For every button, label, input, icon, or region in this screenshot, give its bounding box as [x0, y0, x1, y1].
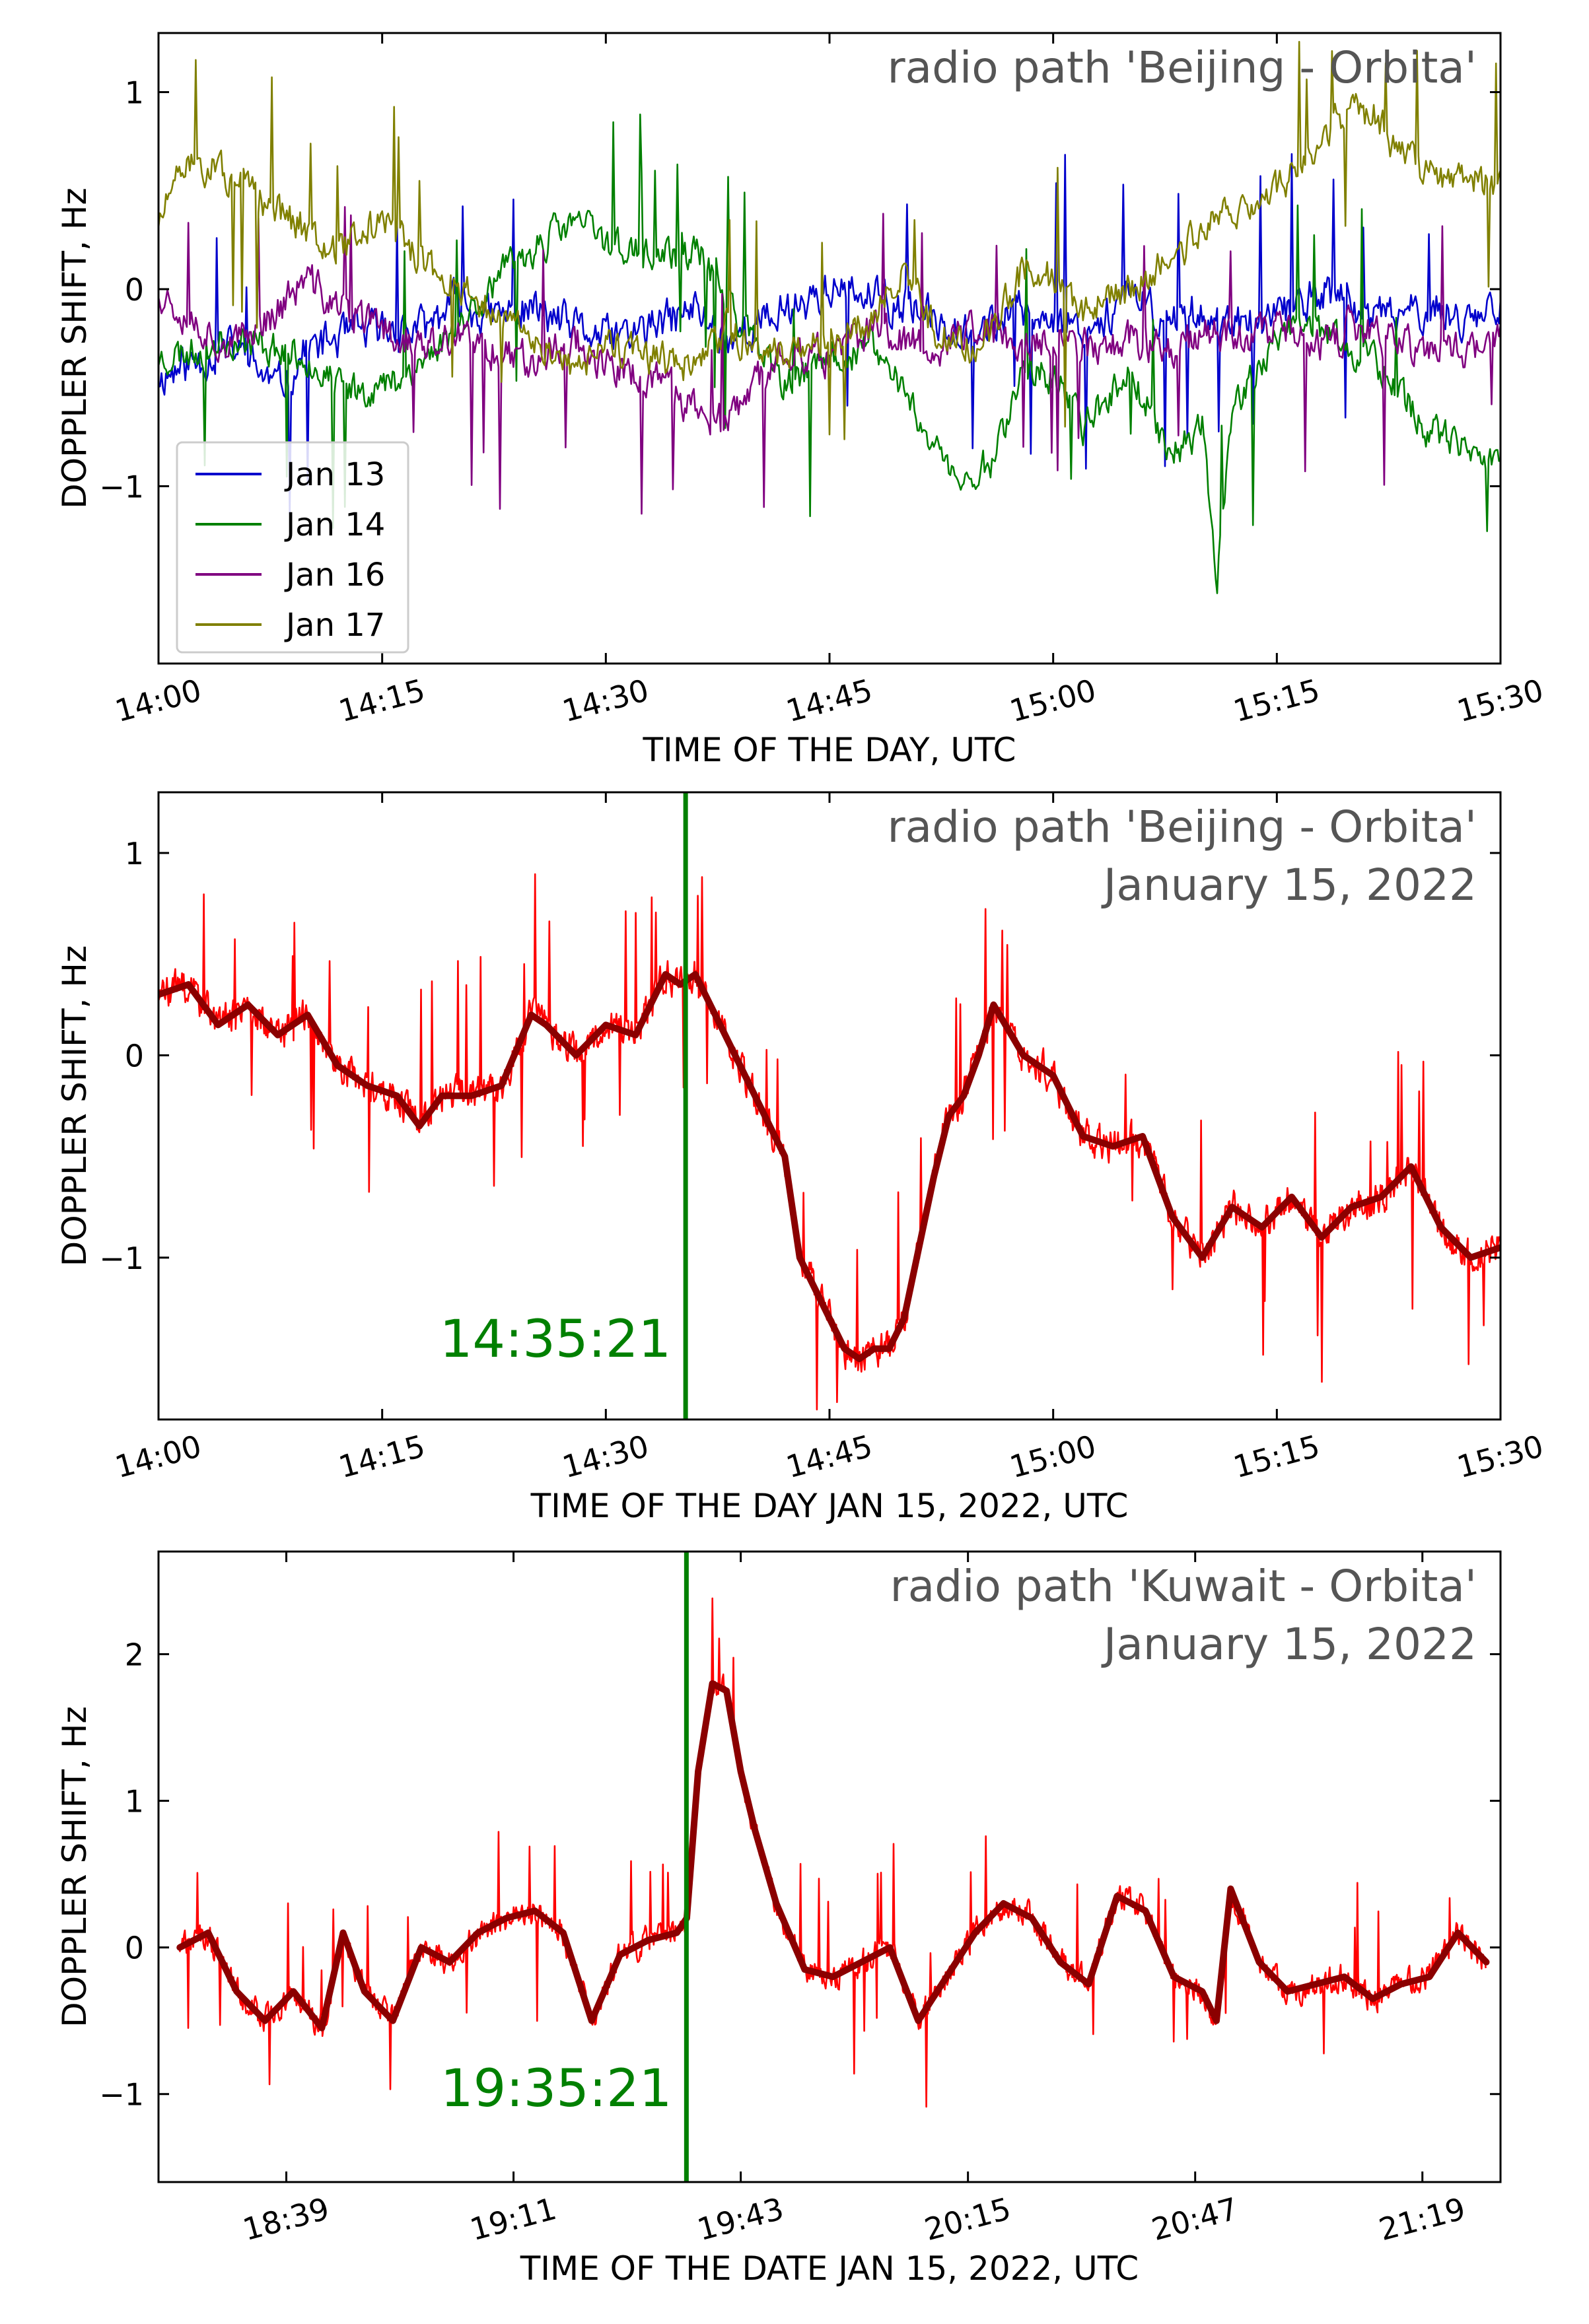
x-tick-label: 21:19 [1375, 2191, 1469, 2247]
x-tick-label: 14:45 [782, 672, 876, 729]
y-tick-label: 1 [125, 1784, 144, 1820]
y-tick-label: 2 [125, 1637, 144, 1672]
event-time-label: 14:35:21 [440, 1310, 671, 1369]
x-tick-label: 19:11 [466, 2191, 560, 2247]
x-tick-label: 14:30 [559, 672, 653, 729]
series-line-jan-13 [159, 153, 1501, 515]
raw-doppler-trace [179, 1597, 1487, 2108]
chart-title: radio path 'Kuwait - Orbita' [890, 1561, 1477, 1612]
legend-entry: Jan 17 [284, 607, 385, 644]
panel3: 19:35:21 −1 0 1 2 18:39 19:11 19:43 20:15 20:47 21… [55, 1550, 1502, 2288]
x-tick-label: 14:15 [335, 1428, 429, 1485]
chart-subtitle: January 15, 2022 [1101, 1619, 1477, 1670]
y-tick-label: 0 [125, 272, 144, 308]
chart-title: radio path 'Beijing - Orbita' [887, 802, 1477, 852]
y-axis-label: DOPPLER SHIFT, Hz [55, 945, 94, 1266]
axes-frame [157, 1550, 1502, 2183]
x-tick-label: 14:30 [559, 1428, 653, 1485]
raw-doppler-trace [159, 873, 1501, 1411]
y-axis-label: DOPPLER SHIFT, Hz [55, 1706, 94, 2027]
panel1: −1 0 1 14:00 14:15 14:30 14:45 15:00 15:15 15:30 T… [55, 32, 1547, 769]
x-tick-label: 20:47 [1148, 2191, 1242, 2247]
y-tick-label: −1 [99, 2077, 144, 2113]
x-tick-label: 15:15 [1230, 672, 1324, 729]
x-tick-label: 15:30 [1453, 672, 1547, 729]
x-axis-label: TIME OF THE DAY, UTC [643, 731, 1016, 769]
chart-subtitle: January 15, 2022 [1101, 860, 1477, 910]
y-tick-label: −1 [99, 1241, 144, 1276]
x-tick-label: 15:15 [1230, 1428, 1324, 1485]
y-tick-label: 1 [125, 836, 144, 872]
x-tick-label: 19:43 [693, 2191, 787, 2247]
plot-area [176, 1552, 1490, 2182]
x-tick-label: 18:39 [239, 2191, 333, 2247]
series-line-jan-16 [159, 206, 1501, 515]
smoothed-doppler-trace [159, 971, 1501, 1363]
x-tick-label: 20:15 [921, 2191, 1014, 2247]
legend-entry: Jan 13 [284, 456, 385, 493]
x-axis-label: TIME OF THE DATE JAN 15, 2022, UTC [520, 2249, 1139, 2288]
x-tick-label: 14:45 [782, 1428, 876, 1485]
series-line-jan-14 [159, 114, 1501, 594]
legend-entry: Jan 14 [284, 506, 385, 543]
x-tick-label: 14:00 [111, 672, 205, 729]
chart-title: radio path 'Beijing - Orbita' [887, 42, 1477, 93]
x-tick-label: 15:00 [1006, 672, 1100, 729]
legend-entry: Jan 16 [284, 557, 385, 594]
x-tick-label: 15:30 [1453, 1428, 1547, 1485]
y-axis-label: DOPPLER SHIFT, Hz [55, 188, 94, 508]
x-axis-label: TIME OF THE DAY JAN 15, 2022, UTC [530, 1487, 1129, 1525]
series-line-jan-17 [159, 41, 1501, 440]
panel2: 14:35:21 −1 0 1 14:00 14:15 14:30 14:45 15:00 15:… [55, 791, 1547, 1525]
y-tick-label: 1 [125, 75, 144, 111]
y-tick-label: −1 [99, 469, 144, 504]
x-tick-label: 14:00 [111, 1428, 205, 1485]
plot-area [159, 792, 1501, 1419]
legend-box [176, 441, 409, 654]
x-tick-label: 14:15 [335, 672, 429, 729]
y-tick-label: 0 [125, 1038, 144, 1074]
smoothed-doppler-trace [176, 1680, 1490, 2032]
plot-area [159, 41, 1501, 594]
y-tick-label: 0 [125, 1931, 144, 1966]
x-tick-label: 15:00 [1006, 1428, 1100, 1485]
event-time-label: 19:35:21 [441, 2059, 672, 2119]
